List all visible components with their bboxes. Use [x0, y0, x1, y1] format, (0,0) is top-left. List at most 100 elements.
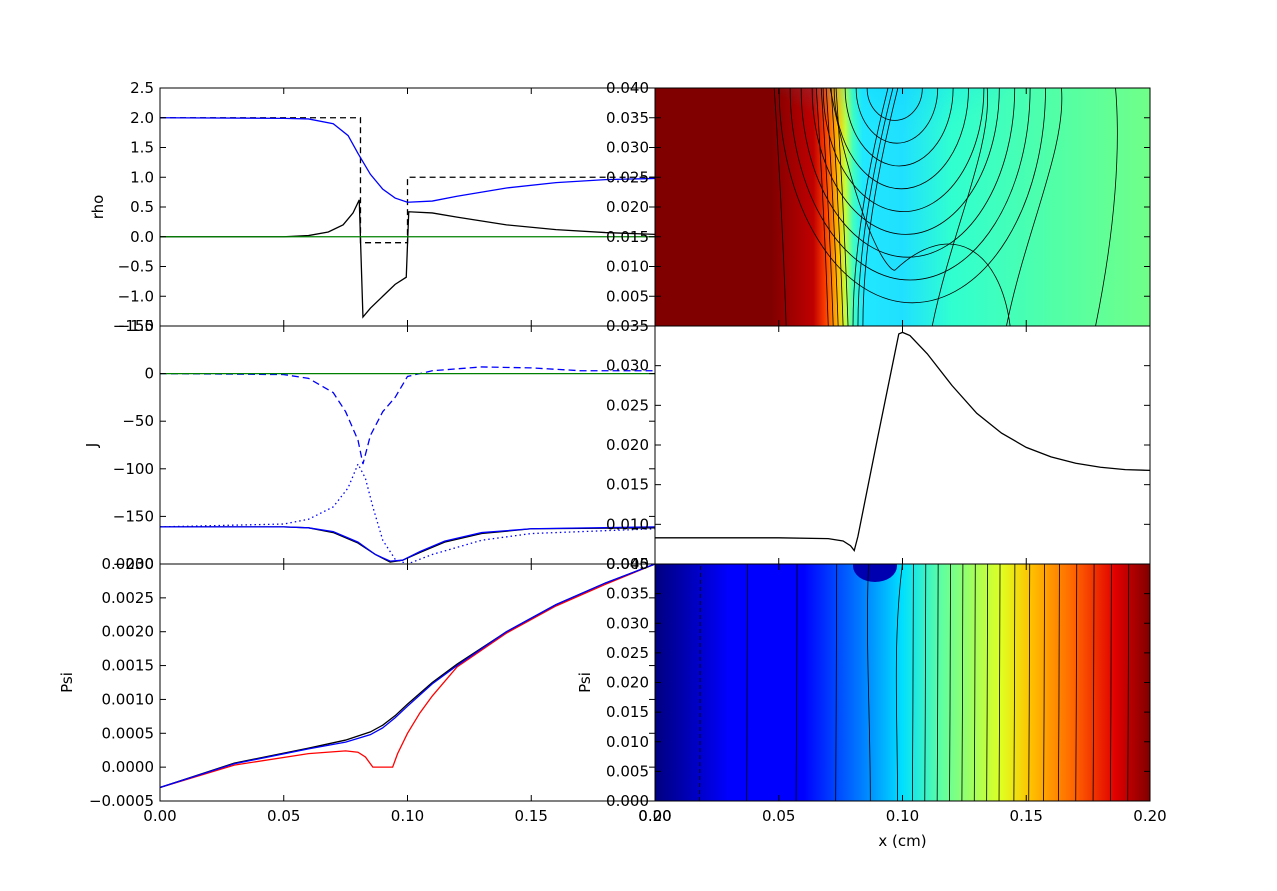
rho-ytick-label: 1.5	[130, 139, 154, 157]
contour-top-heatmap	[655, 88, 1150, 326]
contour-top-ytick-label: 0.040	[606, 79, 649, 97]
contour-bottom-line-5	[895, 564, 903, 801]
contour-bottom-ytick-label: 0.030	[606, 614, 649, 632]
contour-top-loop-1	[866, 88, 923, 121]
contour-bottom-ytick-label: 0.005	[606, 762, 649, 780]
rho-ylabel: rho	[89, 195, 107, 220]
contour-bottom-line-19	[1092, 564, 1095, 801]
psi-ytick-label-top: 0.0030	[102, 555, 155, 573]
contour-top-loop-9	[778, 88, 1046, 304]
contour-top-line-3	[825, 88, 839, 326]
contour-top-line-8	[862, 88, 899, 326]
contour-bottom-line-0	[699, 564, 701, 801]
contour-bottom-line-1	[746, 564, 748, 801]
contour-top-loop-5	[822, 88, 985, 212]
contour-top-line-9	[931, 88, 989, 326]
J-series	[160, 366, 655, 563]
mid-ytick-label: 0.030	[606, 357, 649, 375]
psi-xtick-label: 0.05	[267, 807, 300, 825]
contour-top-line-1	[815, 88, 829, 326]
psi-ytick-label: 0.0025	[102, 589, 155, 607]
psi-ytick-label: 0.0020	[102, 623, 155, 641]
contour-bottom-ytick-label-top: 0.040	[606, 555, 649, 573]
rho-series-line-0	[160, 117, 655, 244]
mid-axes	[654, 325, 1151, 565]
psi-series-line-0	[160, 564, 655, 789]
contour-bottom-line-11	[973, 564, 976, 801]
mid-ytick-label: 0.015	[606, 476, 649, 494]
mid-series	[655, 331, 1150, 552]
contour-top-line-10	[1006, 88, 1063, 326]
contour-bottom-line-13	[998, 564, 1001, 801]
psi-ytick-label: 0.0000	[102, 758, 155, 776]
contour-bottom-line-17	[1058, 564, 1060, 801]
J-ytick-label: −100	[113, 460, 154, 478]
contour-top-loop-2	[855, 88, 939, 144]
contour-bottom-line-6	[912, 564, 914, 801]
rho-ytick-label: −1.5	[118, 317, 154, 335]
psi-series-line-2	[160, 564, 655, 789]
contour-top-ytick-label: 0.005	[606, 287, 649, 305]
rho-series	[160, 117, 655, 319]
contour-top-ytick-label: 0.015	[606, 228, 649, 246]
contour-top-line-0	[773, 88, 787, 326]
tick-marks	[159, 87, 1151, 802]
contour-bottom-line-21	[1127, 564, 1130, 801]
contour-bottom-line-4	[867, 564, 871, 801]
contour-top-line-7	[857, 88, 894, 326]
contour-top-loop-3	[844, 88, 954, 167]
contour-bottom-ytick-label: 0.010	[606, 733, 649, 751]
contour-bottom-line-3	[835, 564, 838, 801]
psi-ytick-label: 0.0010	[102, 690, 155, 708]
line-mid-series-line-0	[655, 331, 1150, 552]
psi-series	[160, 564, 655, 789]
contour-bottom-line-12	[986, 564, 989, 801]
contour-bottom-xtick-label: 0.10	[886, 807, 919, 825]
contour-top-ytick-label: 0.035	[606, 109, 649, 127]
J-ylabel: J	[83, 443, 101, 448]
rho-ytick-label: 0.5	[130, 198, 154, 216]
psi-ytick-label: −0.0005	[89, 792, 154, 810]
contour-bottom-ytick-label: 0.025	[606, 644, 649, 662]
contour-bottom-ytick-label: 0.035	[606, 585, 649, 603]
rho-series-line-2	[160, 199, 655, 319]
J-ytick-label-bottom: −200	[113, 555, 154, 573]
contour-bottom-ylabel: Psi	[576, 672, 594, 693]
rho-series-line-1	[160, 117, 655, 203]
psi-xtick-label: 0.20	[638, 807, 671, 825]
contour-bottom-line-7	[924, 564, 927, 801]
contour-bottom-line-16	[1043, 564, 1045, 801]
rho-ytick-label: 2.5	[130, 79, 154, 97]
contour-top-line-2	[820, 88, 834, 326]
rho-ytick-label: 0.0	[130, 228, 154, 246]
contour-top-ytick-label: 0.020	[606, 198, 649, 216]
contour-bottom-ytick-label: 0.000	[606, 792, 649, 810]
mid-ytick-label: 0.020	[606, 436, 649, 454]
contour-top-separatrix	[829, 88, 1011, 326]
contour-top-line-11	[1095, 88, 1118, 326]
J-ytick-label: −50	[122, 412, 154, 430]
psi-ytick-label: 0.0005	[102, 724, 155, 742]
contour-bottom-ytick-label: 0.015	[606, 703, 649, 721]
contour-bottom-xtick-label: 0.15	[1010, 807, 1043, 825]
mid-ytick-label: 0.010	[606, 515, 649, 533]
contour-bottom-xtick-label: 0.05	[762, 807, 795, 825]
J-series-line-3	[160, 526, 655, 562]
J-series-line-2	[160, 526, 655, 563]
psi-xtick-label: 0.10	[391, 807, 424, 825]
contour-bottom-xlabel: x (cm)	[878, 832, 926, 850]
contour-bottom-line-18	[1075, 564, 1078, 801]
contour-bottom-line-20	[1110, 564, 1112, 801]
contour-top-loop-6	[811, 88, 1000, 235]
rho-ytick-label: 1.0	[130, 168, 154, 186]
rho-ytick-label: −1.0	[118, 287, 154, 305]
contour-bottom-line-9	[949, 564, 951, 801]
contour-bottom-line-2	[795, 564, 798, 801]
psi-ylabel: Psi	[58, 672, 76, 693]
mid-ytick-label-bottom: 0.005	[606, 555, 649, 573]
mid-ytick-label: 0.025	[606, 396, 649, 414]
contour-top-loop-8	[789, 88, 1031, 281]
contour-top-ytick-label: 0.010	[606, 258, 649, 276]
tick-labels: 2.5 2.0 1.5 1.0 0.5 0.0 −0.5 −1.0 −1.5 rho −150 −10…	[58, 79, 1167, 850]
